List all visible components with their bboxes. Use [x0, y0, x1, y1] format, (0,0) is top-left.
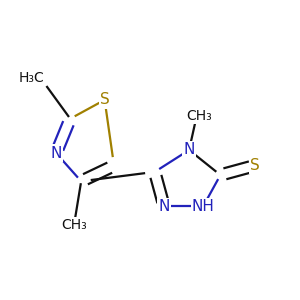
Text: N: N: [183, 142, 195, 158]
Text: N: N: [50, 146, 62, 160]
Text: NH: NH: [192, 199, 214, 214]
Text: CH₃: CH₃: [186, 109, 212, 123]
Text: N: N: [158, 199, 170, 214]
Text: S: S: [250, 158, 260, 173]
Text: S: S: [100, 92, 110, 107]
Text: H₃C: H₃C: [19, 71, 44, 85]
Text: CH₃: CH₃: [61, 218, 87, 232]
